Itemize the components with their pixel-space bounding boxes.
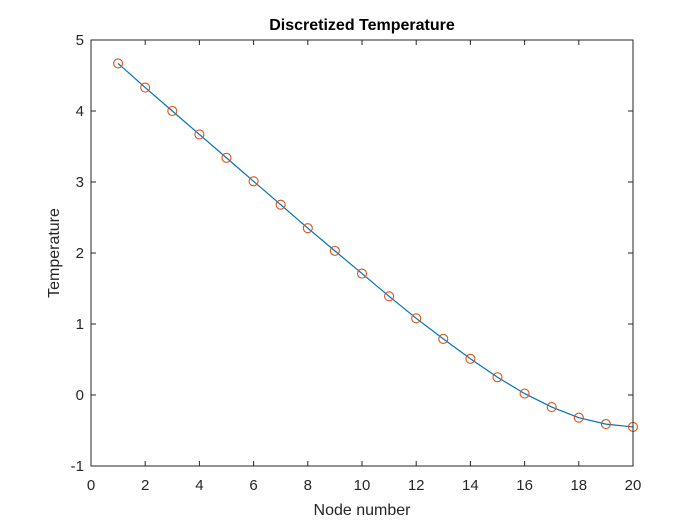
y-tick-label: 2 [76, 245, 84, 262]
x-tick-label: 2 [141, 477, 149, 494]
data-point-marker [492, 372, 503, 383]
data-point-marker [140, 82, 151, 93]
x-axis-label: Node number [314, 502, 412, 519]
data-point-marker [302, 223, 313, 234]
data-point-marker [221, 152, 232, 163]
data-point-marker [329, 245, 340, 256]
data-point-marker [248, 176, 259, 187]
x-tick-label: 18 [570, 477, 587, 494]
data-point-marker [113, 58, 124, 69]
y-tick-label: 0 [76, 387, 84, 404]
axes-box [90, 39, 634, 467]
data-point-marker [600, 419, 611, 430]
data-point-marker [167, 105, 178, 117]
y-tick-label: 5 [76, 32, 84, 49]
data-point-marker [438, 333, 449, 344]
data-point-marker [546, 402, 557, 413]
x-tick-label: 14 [462, 477, 479, 494]
y-tick-label: 4 [76, 103, 84, 120]
data-point-marker [411, 313, 422, 324]
data-point-marker [573, 412, 584, 423]
x-tick-label: 20 [625, 477, 642, 494]
x-tick-label: 4 [195, 477, 203, 494]
x-tick-label: 16 [516, 477, 533, 494]
data-point-marker [275, 199, 286, 210]
chart-title: Discretized Temperature [269, 17, 455, 34]
x-tick-label: 0 [87, 477, 95, 494]
plot-area [91, 40, 633, 466]
data-point-marker [194, 129, 205, 140]
data-point-marker [384, 291, 395, 302]
x-tick-label: 8 [304, 477, 312, 494]
series-layer [113, 58, 639, 433]
data-point-marker [519, 388, 530, 399]
y-tick-label: 3 [76, 174, 84, 191]
data-point-marker [356, 268, 368, 279]
y-tick-label: -1 [71, 458, 84, 475]
x-tick-label: 10 [354, 477, 371, 494]
data-point-marker [465, 353, 476, 364]
y-tick-label: 1 [76, 316, 84, 333]
y-axis-label: Temperature [46, 208, 63, 298]
x-tick-label: 6 [249, 477, 257, 494]
x-tick-label: 12 [408, 477, 425, 494]
